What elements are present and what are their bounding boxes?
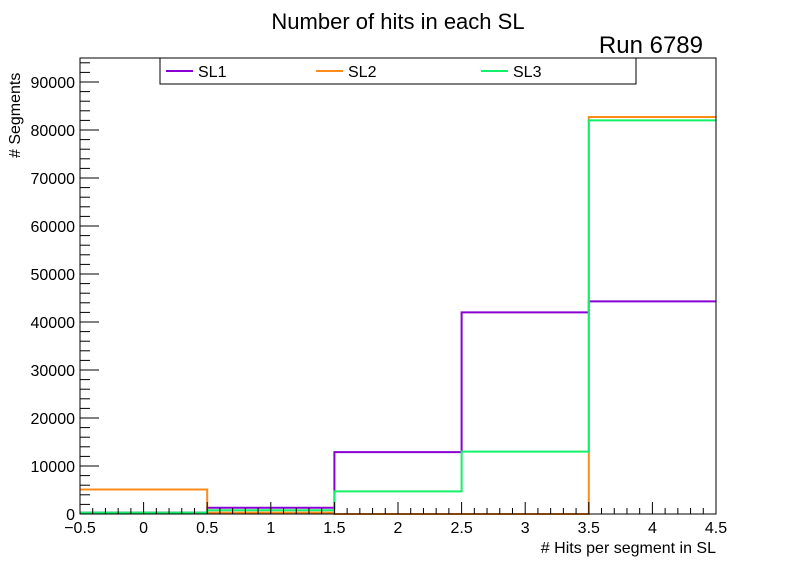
y-tick-label: 10000 <box>31 459 76 476</box>
legend-label-sl2: SL2 <box>348 64 377 81</box>
series-line-sl2 <box>80 116 716 515</box>
legend-label-sl1: SL1 <box>198 64 227 81</box>
x-tick-label: 0.5 <box>196 520 218 537</box>
y-tick-label: 80000 <box>31 123 76 140</box>
x-axis-label: # Hits per segment in SL <box>541 540 716 557</box>
x-tick-label: 3.5 <box>578 520 600 537</box>
run-annotation: Run 6789 <box>599 32 703 59</box>
y-tick-label: 60000 <box>31 219 76 236</box>
plot-frame <box>79 57 717 515</box>
x-tick-label: 3 <box>521 520 530 537</box>
x-tick-label: −0.5 <box>64 520 96 537</box>
chart-title: Number of hits in each SL <box>271 9 524 34</box>
legend: SL1 SL2 SL3 <box>159 57 637 85</box>
legend-entry-sl2: SL2 <box>316 64 377 81</box>
legend-label-sl3: SL3 <box>513 64 542 81</box>
y-tick-label: 40000 <box>31 315 76 332</box>
x-tick-label: 1.5 <box>323 520 345 537</box>
tick-label-layer: 0 10000 20000 30000 40000 50000 60000 70000 8000… <box>31 75 728 537</box>
y-tick-label: 50000 <box>31 267 76 284</box>
y-tick-label: 0 <box>66 507 75 524</box>
x-tick-label: 1 <box>266 520 275 537</box>
x-tick-label: 4 <box>648 520 657 537</box>
axes-layer <box>79 57 717 515</box>
y-tick-label: 70000 <box>31 171 76 188</box>
x-tick-label: 2 <box>394 520 403 537</box>
x-tick-label: 2.5 <box>450 520 472 537</box>
y-axis-label: # Segments <box>7 73 24 158</box>
y-tick-label: 20000 <box>31 411 76 428</box>
series-line-sl1 <box>80 300 716 514</box>
series-line-sl3 <box>80 119 716 514</box>
legend-entry-sl1: SL1 <box>166 64 227 81</box>
y-tick-label: 90000 <box>31 75 76 92</box>
x-tick-label: 0 <box>139 520 148 537</box>
x-tick-label: 4.5 <box>705 520 727 537</box>
series-layer <box>80 116 716 515</box>
y-tick-label: 30000 <box>31 363 76 380</box>
legend-box <box>159 57 637 85</box>
legend-entry-sl3: SL3 <box>481 64 542 81</box>
